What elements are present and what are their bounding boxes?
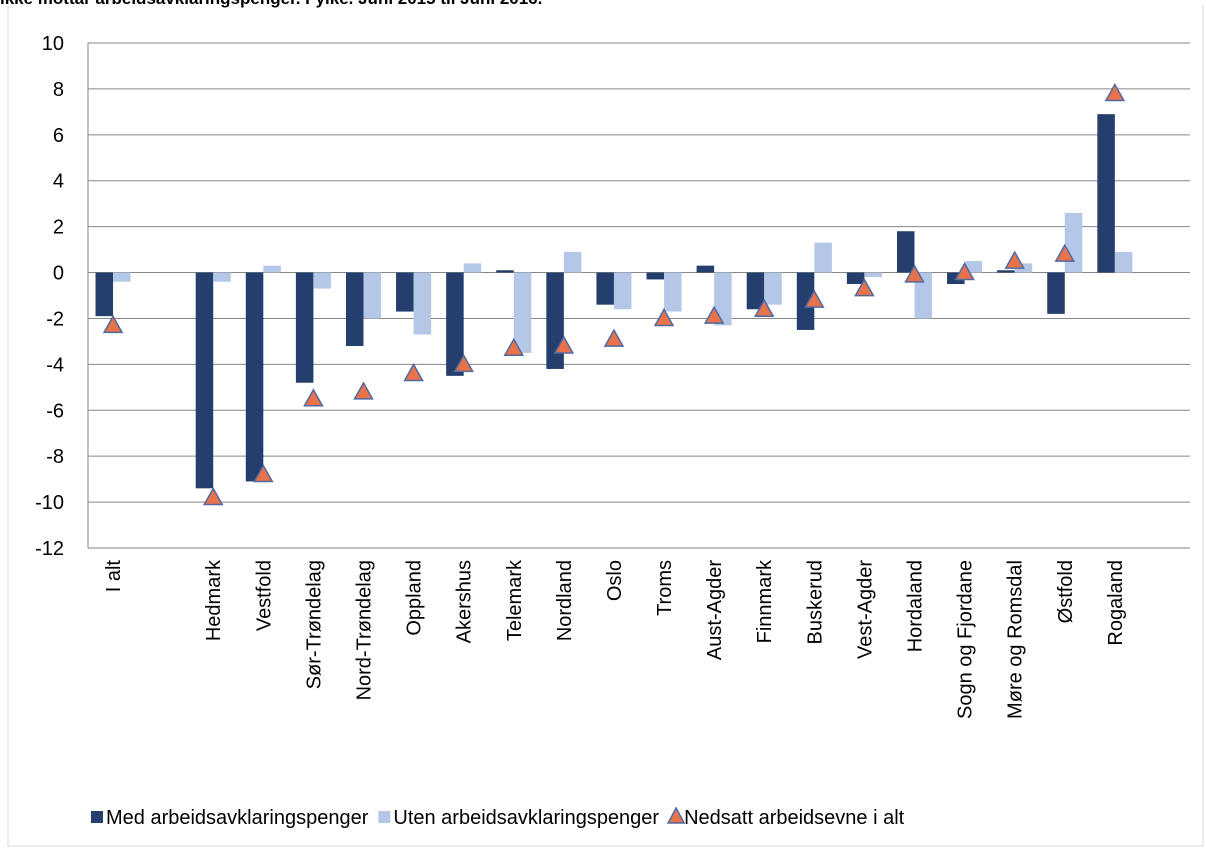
- marker: [503, 337, 525, 357]
- bar: [463, 263, 482, 273]
- bar: [896, 231, 915, 273]
- y-tick-label: -8: [46, 446, 64, 468]
- bar: [1114, 251, 1133, 273]
- bar: [396, 272, 414, 312]
- x-tick-label: Vest-Agder: [854, 560, 876, 659]
- x-tick-label: Oslo: [604, 560, 626, 601]
- bar: [446, 272, 464, 376]
- marker: [753, 298, 775, 318]
- legend-swatch: [378, 811, 391, 823]
- bar: [646, 272, 665, 280]
- marker: [303, 388, 324, 407]
- title-background: [0, 0, 1206, 5]
- x-tick-label: Møre og Romsdal: [1005, 560, 1027, 719]
- bar: [914, 272, 933, 319]
- bar: [295, 272, 314, 383]
- x-tick-label: Oppland: [404, 560, 426, 636]
- marker: [854, 278, 875, 297]
- y-tick-label: 10: [42, 33, 64, 55]
- x-tick-label: Nordland: [554, 560, 576, 641]
- y-tick-label: 6: [53, 125, 64, 147]
- y-tick-label: -10: [35, 492, 64, 514]
- marker: [553, 335, 575, 354]
- y-tick-label: -12: [35, 538, 64, 560]
- bar: [563, 251, 582, 273]
- x-tick-label: Østfold: [1055, 560, 1077, 623]
- bar: [846, 272, 865, 285]
- y-tick-label: -4: [46, 354, 64, 376]
- x-tick-label: Akershus: [454, 560, 476, 643]
- marker: [1104, 82, 1126, 102]
- bar: [195, 272, 214, 489]
- marker: [1004, 250, 1025, 269]
- x-tick-label: Hordaland: [905, 560, 927, 652]
- marker: [403, 363, 424, 382]
- bar: [263, 265, 281, 273]
- marker: [453, 353, 474, 373]
- x-tick-label: Telemark: [504, 559, 526, 641]
- marker: [954, 262, 975, 281]
- y-tick-label: 2: [53, 217, 64, 239]
- x-tick-label: Vestfold: [253, 560, 275, 631]
- marker: [804, 289, 825, 308]
- x-tick-label: I alt: [103, 560, 125, 593]
- bar: [814, 242, 832, 273]
- bar: [213, 272, 231, 282]
- x-tick-label: Sør-Trøndelag: [303, 560, 325, 689]
- marker: [202, 486, 224, 506]
- x-tick-label: Sogn og Fjordane: [955, 560, 977, 719]
- bar: [696, 265, 715, 273]
- x-tick-label: Rogaland: [1105, 560, 1127, 646]
- bar: [413, 272, 432, 335]
- marker: [703, 305, 725, 324]
- bar: [664, 272, 682, 312]
- bar: [596, 272, 614, 305]
- bar: [496, 270, 514, 273]
- bar: [245, 272, 264, 482]
- legend-label: Uten arbeidsavklaringspenger: [393, 807, 659, 829]
- legend-label: Med arbeidsavklaringspenger: [106, 807, 369, 829]
- bar: [796, 272, 815, 330]
- marker: [102, 314, 124, 334]
- y-tick-label: -2: [46, 308, 64, 330]
- marker: [904, 264, 925, 283]
- y-tick-label: 4: [53, 171, 64, 193]
- bar: [764, 272, 782, 305]
- bar: [363, 272, 382, 319]
- bar: [1047, 272, 1065, 314]
- bar: [964, 261, 983, 273]
- x-tick-label: Buskerud: [804, 560, 826, 645]
- bar: [746, 272, 765, 310]
- marker: [253, 464, 274, 483]
- bar: [345, 272, 364, 346]
- bar: [113, 272, 131, 282]
- legend-swatch: [91, 811, 103, 823]
- x-tick-label: Aust-Agder: [704, 560, 726, 660]
- bar: [1097, 114, 1115, 273]
- bar: [313, 272, 331, 289]
- marker: [653, 307, 675, 327]
- marker: [353, 381, 374, 400]
- y-tick-label: 8: [53, 79, 64, 101]
- marker: [1054, 243, 1076, 262]
- bar: [613, 272, 632, 310]
- y-tick-label: -6: [46, 400, 64, 422]
- bar: [95, 272, 114, 317]
- bar: [546, 272, 564, 369]
- legend-swatch: [666, 806, 686, 824]
- x-tick-label: Nord-Trøndelag: [354, 560, 376, 700]
- bar: [997, 270, 1015, 273]
- bar: [1064, 212, 1083, 273]
- bar: [714, 272, 732, 326]
- bar: [513, 272, 532, 353]
- x-tick-label: Finnmark: [754, 559, 776, 643]
- x-tick-label: Troms: [654, 560, 676, 616]
- bar: [864, 272, 882, 278]
- chart-title: ikke mottar arbeidsavklaringspenger. Fyl…: [0, 0, 542, 8]
- y-tick-label: 0: [53, 263, 64, 285]
- x-tick-label: Hedmark: [203, 559, 225, 641]
- marker: [603, 328, 625, 347]
- legend-label: Nedsatt arbeidsevne i alt: [684, 807, 905, 829]
